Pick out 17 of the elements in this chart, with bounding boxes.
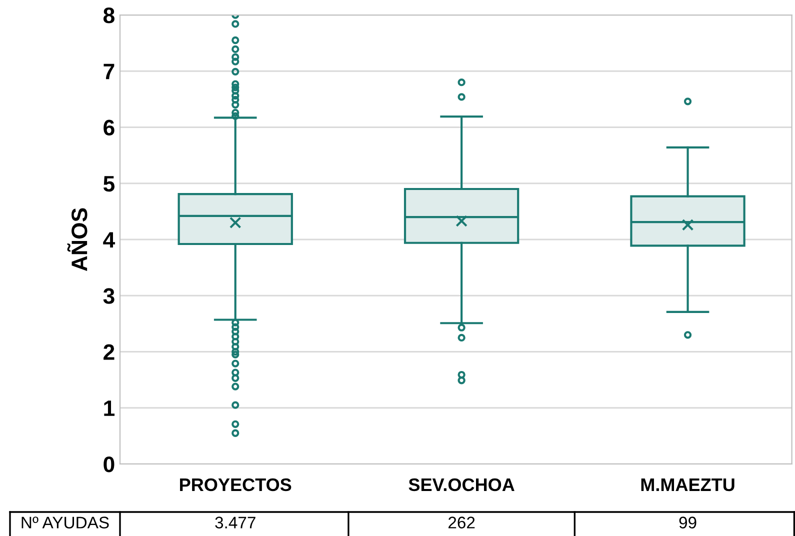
y-tick-label: 2 bbox=[104, 344, 114, 360]
y-tick-label: 3 bbox=[103, 288, 114, 304]
y-axis-title: AÑOS bbox=[67, 208, 88, 272]
y-tick-label: 7 bbox=[104, 64, 114, 80]
y-tick-label: 0 bbox=[104, 456, 114, 472]
x-tick-label: PROYECTOS bbox=[180, 478, 292, 492]
text: 262 bbox=[448, 516, 475, 528]
x-tick-label: M.MAEZTU bbox=[641, 478, 734, 492]
text: 99 bbox=[679, 516, 696, 528]
x-tick-label: SEV.OCHOA bbox=[408, 478, 514, 492]
text: 3.477 bbox=[215, 516, 256, 528]
text: Nº AYUDAS bbox=[22, 516, 109, 528]
y-tick-label: 4 bbox=[103, 232, 116, 248]
y-tick-label: 8 bbox=[103, 8, 114, 24]
y-tick-label: 5 bbox=[103, 176, 115, 192]
y-tick-label: 6 bbox=[104, 120, 114, 136]
y-tick-label: 1 bbox=[104, 400, 115, 416]
